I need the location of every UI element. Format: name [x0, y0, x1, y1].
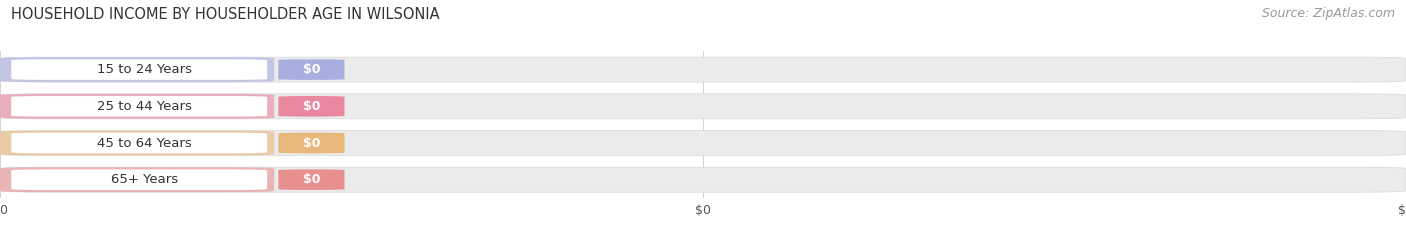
FancyBboxPatch shape	[0, 167, 1406, 192]
Text: 25 to 44 Years: 25 to 44 Years	[97, 100, 193, 113]
FancyBboxPatch shape	[0, 57, 274, 82]
FancyBboxPatch shape	[0, 130, 274, 155]
FancyBboxPatch shape	[0, 57, 1406, 82]
FancyBboxPatch shape	[278, 133, 344, 153]
FancyBboxPatch shape	[278, 59, 344, 80]
FancyBboxPatch shape	[11, 133, 267, 153]
FancyBboxPatch shape	[278, 169, 344, 190]
Text: 15 to 24 Years: 15 to 24 Years	[97, 63, 193, 76]
FancyBboxPatch shape	[0, 94, 1406, 119]
Text: $0: $0	[302, 137, 321, 150]
FancyBboxPatch shape	[11, 96, 267, 116]
FancyBboxPatch shape	[11, 169, 267, 190]
FancyBboxPatch shape	[11, 59, 267, 80]
Text: $0: $0	[302, 63, 321, 76]
Text: Source: ZipAtlas.com: Source: ZipAtlas.com	[1261, 7, 1395, 20]
Text: $0: $0	[302, 100, 321, 113]
Text: 45 to 64 Years: 45 to 64 Years	[97, 137, 193, 150]
FancyBboxPatch shape	[278, 96, 344, 116]
FancyBboxPatch shape	[0, 167, 274, 192]
FancyBboxPatch shape	[0, 130, 1406, 155]
Text: $0: $0	[302, 173, 321, 186]
FancyBboxPatch shape	[0, 94, 274, 119]
Text: HOUSEHOLD INCOME BY HOUSEHOLDER AGE IN WILSONIA: HOUSEHOLD INCOME BY HOUSEHOLDER AGE IN W…	[11, 7, 440, 22]
Text: 65+ Years: 65+ Years	[111, 173, 179, 186]
